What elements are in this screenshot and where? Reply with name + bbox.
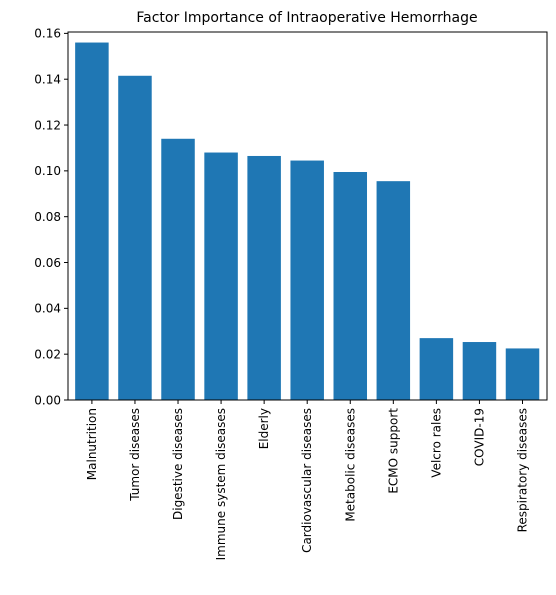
- bar-digestive-diseases: [161, 138, 195, 400]
- bar-metabolic-diseases: [333, 172, 368, 400]
- y-tick-label: 0.02: [34, 347, 61, 361]
- bar-malnutrition: [75, 42, 109, 400]
- bars-group: [75, 42, 540, 401]
- x-tick-label: Velcro rales: [429, 408, 443, 478]
- y-tick-label: 0.04: [34, 302, 61, 316]
- bar-tumor-diseases: [118, 75, 152, 401]
- x-tick-label: Malnutrition: [85, 408, 99, 480]
- bar-respiratory-diseases: [505, 348, 540, 400]
- y-tick-label: 0.12: [34, 118, 61, 132]
- x-tick-label: ECMO support: [386, 408, 400, 494]
- bar-ecmo-support: [376, 181, 411, 400]
- x-tick-label: Cardiovascular diseases: [300, 408, 314, 553]
- x-tick-label: Respiratory diseases: [516, 408, 530, 532]
- bar-cardiovascular-diseases: [290, 160, 324, 400]
- y-tick-label: 0.00: [34, 393, 61, 407]
- y-tick-label: 0.14: [34, 73, 61, 87]
- y-axis: 0.00 0.02 0.04 0.06 0.08 0.10 0.12 0.14 0.16: [34, 27, 68, 407]
- bar-elderly: [247, 155, 281, 400]
- bar-covid-19: [462, 342, 497, 400]
- y-tick-label: 0.10: [34, 164, 61, 178]
- y-tick-label: 0.16: [34, 27, 61, 41]
- y-tick-label: 0.08: [34, 210, 61, 224]
- x-tick-label: Tumor diseases: [128, 408, 142, 502]
- x-tick-label: Immune system diseases: [214, 408, 228, 560]
- x-tick-label: Digestive diseases: [171, 408, 185, 520]
- plot-area-frame: [67, 31, 548, 401]
- y-tick-label: 0.06: [34, 256, 61, 270]
- x-axis: Malnutrition Tumor diseases Digestive dise…: [85, 400, 530, 560]
- chart-title: Factor Importance of Intraoperative Hemo…: [136, 10, 477, 26]
- bar-immune-system-diseases: [204, 152, 238, 400]
- x-tick-label: Metabolic diseases: [343, 408, 357, 522]
- x-tick-label: COVID-19: [472, 408, 486, 466]
- bar-velcro-rales: [419, 338, 454, 400]
- x-tick-label: Elderly: [257, 408, 271, 449]
